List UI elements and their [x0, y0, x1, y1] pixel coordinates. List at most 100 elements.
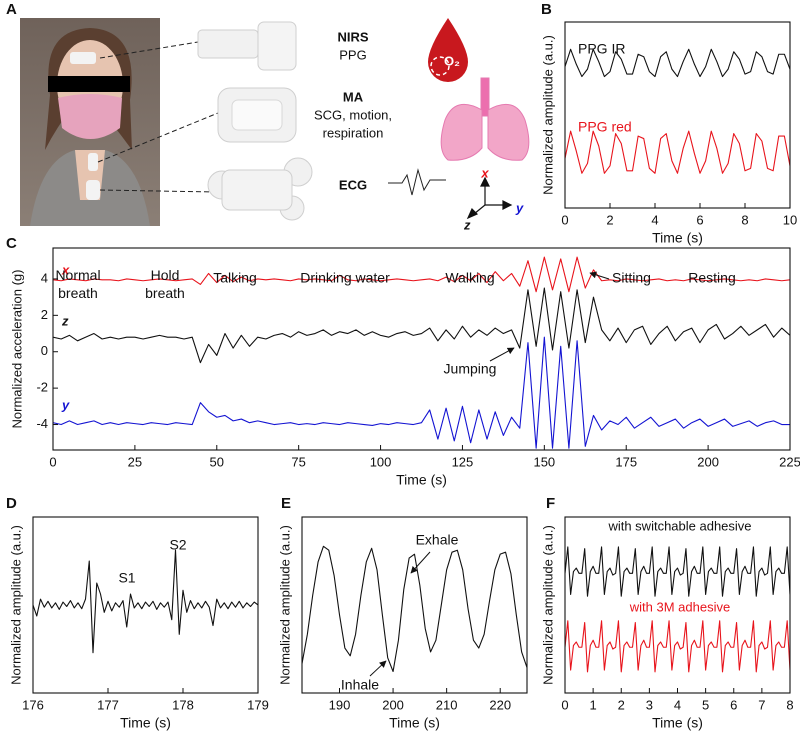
signal-line: [53, 287, 790, 364]
x-tick-label: 2: [618, 697, 625, 712]
lungs: [440, 77, 530, 161]
annotation: Exhale: [416, 532, 459, 548]
ecg-icon: [388, 168, 446, 196]
signal-line: [302, 545, 527, 673]
x-tick-label: 7: [758, 697, 765, 712]
plot-area: [53, 256, 790, 449]
y-axis-title: Normalized amplitude (a.u.): [277, 525, 292, 685]
signal-line: [565, 48, 790, 78]
device-forehead: [70, 52, 96, 64]
device-ecg: [86, 180, 100, 200]
y-tick-label: 0: [41, 343, 48, 358]
x-tick-label: 177: [97, 697, 119, 712]
device-title: ECG: [339, 177, 367, 192]
device-function: SCG, motion,: [314, 107, 392, 122]
annotation: Talking: [213, 270, 257, 286]
x-tick-label: 220: [489, 697, 511, 712]
blood-drop: [428, 18, 468, 82]
x-axis-title: Time (s): [652, 230, 703, 246]
y-tick-label: 4: [41, 270, 48, 285]
mask: [58, 94, 122, 139]
series-label: with switchable adhesive: [607, 518, 751, 533]
x-tick-label: 200: [697, 454, 719, 469]
x-tick-label: 175: [615, 454, 637, 469]
x-tick-label: 200: [382, 697, 404, 712]
annotation: Walking: [445, 270, 494, 286]
annotation-arrow: [489, 347, 515, 362]
annotation: Resting: [688, 270, 735, 286]
leader-line: [99, 41, 199, 59]
y-tick-label: -2: [36, 380, 48, 395]
panel-label: B: [541, 1, 552, 18]
axis-label-y: y: [515, 200, 524, 215]
x-tick-label: 210: [436, 697, 458, 712]
annotation-arrow: [410, 551, 431, 574]
panel-label: C: [6, 235, 17, 252]
axis-frame: [564, 21, 791, 209]
x-tick-label: 3: [646, 697, 653, 712]
x-tick-label: 225: [779, 454, 800, 469]
x-tick-label: 50: [210, 454, 224, 469]
leader-line: [99, 189, 217, 193]
x-axis-title: Time (s): [652, 715, 703, 731]
series-label: with 3M adhesive: [629, 599, 730, 614]
series-label: PPG red: [578, 119, 632, 135]
device-function: respiration: [323, 125, 384, 140]
x-tick-label: 0: [49, 454, 56, 469]
device-title: NIRS: [337, 29, 368, 44]
annotation: Inhale: [341, 677, 379, 693]
x-tick-label: 5: [702, 697, 709, 712]
plot-area: [565, 48, 790, 174]
x-axis-title: Time (s): [389, 715, 440, 731]
annotation-line: Hold: [151, 267, 180, 283]
y-tick-label: 2: [41, 307, 48, 322]
series-label: x: [61, 262, 70, 277]
plot-area: [565, 546, 790, 673]
panel-label: F: [546, 495, 555, 512]
x-tick-label: 178: [172, 697, 194, 712]
series-label: PPG IR: [578, 41, 625, 57]
leader-line: [97, 112, 219, 163]
x-tick-label: 4: [674, 697, 681, 712]
panel-a-illustration: O₂ x y z: [20, 18, 530, 232]
annotation-arrow: [369, 660, 387, 677]
nirs-device: [257, 21, 297, 71]
y-axis-title: Normalized amplitude (a.u.): [540, 35, 555, 195]
panel-label: D: [6, 495, 17, 512]
annotation-line: Normal: [55, 267, 100, 283]
x-tick-label: 10: [783, 212, 797, 227]
signal-line: [565, 130, 790, 174]
x-tick-label: 176: [22, 697, 44, 712]
o2-ring: [430, 56, 450, 76]
annotation-line: breath: [145, 285, 185, 301]
plot-area: [33, 549, 258, 654]
signal-line: [53, 336, 790, 449]
signal-line: [565, 620, 790, 673]
device-title: MA: [343, 89, 364, 104]
annotation: Drinking water: [300, 270, 390, 286]
axis-label-z: z: [463, 217, 471, 232]
x-tick-label: 4: [651, 212, 658, 227]
ecg-device: [221, 169, 293, 211]
x-tick-label: 6: [696, 212, 703, 227]
annotation: Sitting: [612, 270, 651, 286]
signal-line: [53, 256, 790, 293]
x-tick-label: 2: [606, 212, 613, 227]
series-label: y: [61, 397, 70, 412]
device-chest: [88, 153, 98, 171]
y-axis-title: Normalized amplitude (a.u.): [8, 525, 23, 685]
plot-area: [302, 545, 527, 673]
signal-line: [565, 546, 790, 597]
panel-label: E: [281, 495, 291, 512]
x-tick-label: 100: [370, 454, 392, 469]
axis-frame: [301, 516, 528, 694]
y-axis-title: Normalized amplitude (a.u.): [540, 525, 555, 685]
device-function: PPG: [339, 47, 366, 62]
annotation-line: breath: [58, 285, 98, 301]
annotation: Normal breath: [55, 267, 100, 301]
signal-line: [33, 549, 258, 654]
panel-label: A: [6, 1, 17, 18]
x-tick-label: 150: [533, 454, 555, 469]
y-axis-title: Normalized acceleration (g): [9, 270, 24, 429]
